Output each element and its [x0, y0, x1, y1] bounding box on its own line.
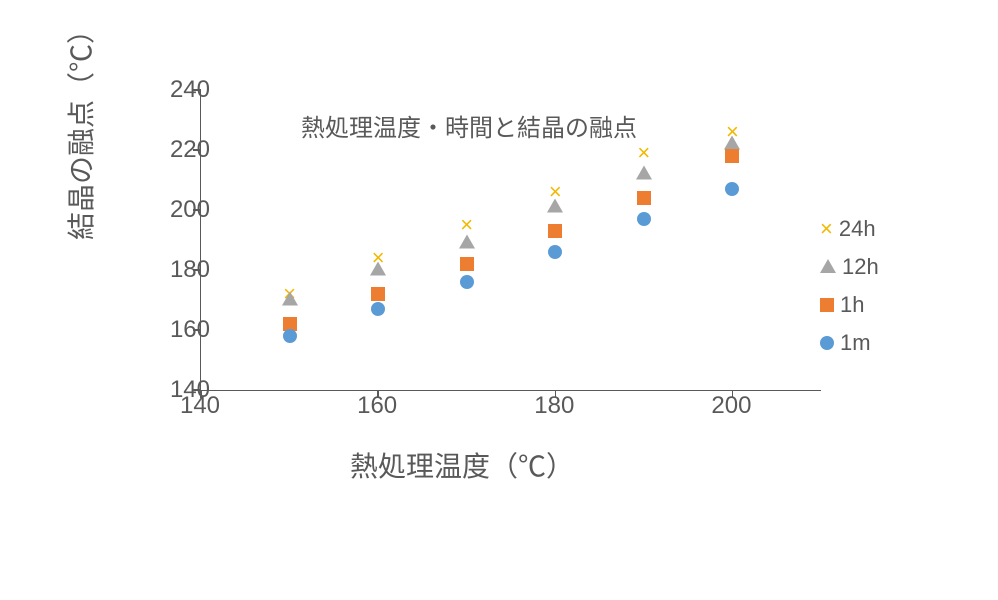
y-axis-label: 結晶の融点（℃） — [60, 16, 100, 240]
point-1m — [637, 212, 651, 226]
point-1h — [637, 191, 651, 205]
chart-container: 熱処理温度・時間と結晶の融点 ×××××× ×24h12h1h1m 140160… — [120, 80, 840, 440]
x-axis-label: 熱処理温度（℃） — [350, 445, 574, 485]
legend-label: 24h — [839, 216, 876, 242]
point-1h — [460, 257, 474, 271]
legend-label: 1h — [840, 292, 864, 318]
point-1m — [725, 182, 739, 196]
x-tick-label: 200 — [701, 392, 761, 420]
square-icon — [820, 298, 834, 312]
y-tick-label: 160 — [150, 316, 210, 344]
y-tick-label: 220 — [150, 136, 210, 164]
legend-item: 12h — [820, 254, 879, 280]
y-tick-label: 180 — [150, 256, 210, 284]
triangle-icon — [820, 262, 836, 273]
chart-title: 熱処理温度・時間と結晶の融点 — [301, 108, 637, 143]
legend-label: 12h — [842, 254, 879, 280]
point-12h — [282, 295, 298, 306]
plot-area: 熱処理温度・時間と結晶の融点 ×××××× — [200, 90, 821, 391]
point-1h — [548, 224, 562, 238]
legend-item: 1h — [820, 292, 864, 318]
cross-icon: × — [820, 218, 833, 240]
legend-label: 1m — [840, 330, 871, 356]
point-24h: × — [637, 142, 650, 164]
point-1m — [371, 302, 385, 316]
point-12h — [636, 169, 652, 180]
point-1m — [460, 275, 474, 289]
point-12h — [547, 202, 563, 213]
x-tick-label: 140 — [170, 392, 230, 420]
x-tick-label: 160 — [347, 392, 407, 420]
legend-item: 1m — [820, 330, 871, 356]
point-12h — [370, 265, 386, 276]
legend-item: × 24h — [820, 216, 876, 242]
point-12h — [724, 139, 740, 150]
point-24h: × — [460, 214, 473, 236]
point-1m — [283, 329, 297, 343]
point-1m — [548, 245, 562, 259]
point-1h — [371, 287, 385, 301]
y-tick-label: 240 — [150, 76, 210, 104]
circle-icon — [820, 336, 834, 350]
point-1h — [725, 149, 739, 163]
x-tick-label: 180 — [524, 392, 584, 420]
y-tick-label: 200 — [150, 196, 210, 224]
point-12h — [459, 238, 475, 249]
